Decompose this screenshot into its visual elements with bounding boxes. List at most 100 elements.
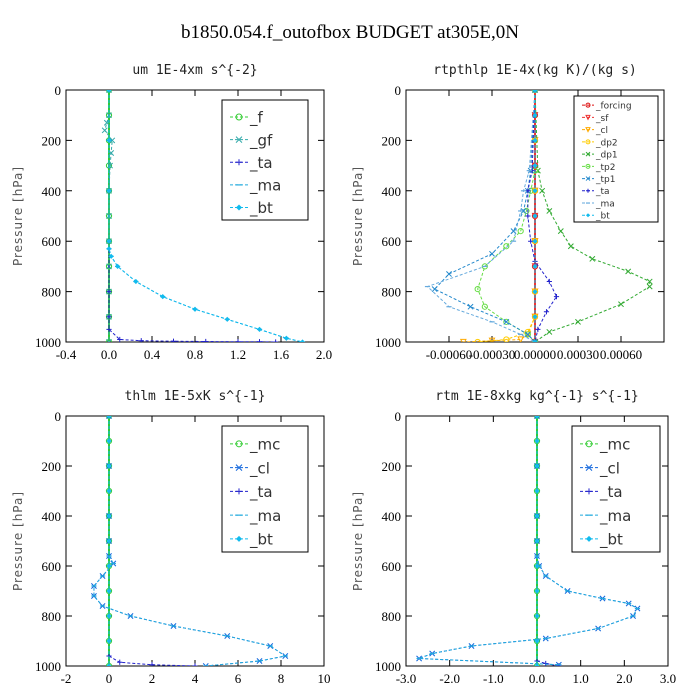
data-point <box>546 328 553 335</box>
legend-marker <box>585 176 591 181</box>
panel-title: um 1E-4xm s^{-2} <box>132 63 257 78</box>
data-point <box>107 162 114 169</box>
series-line <box>534 90 651 342</box>
y-tick-label: 200 <box>42 133 62 148</box>
legend-marker <box>585 114 591 121</box>
data-point <box>109 137 116 144</box>
data-point <box>553 294 560 300</box>
series-layer <box>101 90 306 342</box>
x-tick-label: -1.0 <box>483 671 504 686</box>
legend-marker <box>586 535 592 542</box>
y-tick-label: 0 <box>55 409 62 424</box>
data-point <box>503 243 510 250</box>
y-tick-label: 400 <box>382 184 402 199</box>
y-tick-label: 800 <box>42 285 62 300</box>
data-point <box>534 488 540 494</box>
series-line <box>463 90 536 342</box>
data-point <box>106 339 112 342</box>
data-point <box>106 613 112 619</box>
data-point <box>646 278 653 285</box>
legend-marker <box>585 127 591 133</box>
data-point <box>534 563 540 569</box>
data-point <box>481 303 488 310</box>
legend-entry: _ma <box>249 507 281 526</box>
y-tick-label: 1000 <box>375 335 401 350</box>
x-tick-label: -0.00060 <box>426 347 473 362</box>
series-line <box>108 90 276 342</box>
data-point <box>543 309 550 315</box>
data-point <box>106 638 112 644</box>
data-point <box>160 294 166 300</box>
legend-entry: _bt <box>249 531 273 550</box>
legend-entry: _ma <box>599 507 631 526</box>
x-tick-label: -0.00030 <box>469 347 516 362</box>
y-tick-label: 800 <box>382 285 402 300</box>
data-point <box>489 250 495 257</box>
legend-entry: _bt <box>249 199 273 218</box>
y-tick-label: 0 <box>395 409 402 424</box>
data-point <box>532 112 538 118</box>
data-point <box>567 243 574 250</box>
data-point <box>202 663 209 666</box>
legend-marker <box>586 213 590 218</box>
legend-entry: _ta <box>599 483 623 502</box>
y-tick-label: 200 <box>382 133 402 148</box>
data-point <box>543 660 549 666</box>
data-point <box>534 538 540 544</box>
legend-entry: _mc <box>249 436 280 455</box>
data-point <box>546 278 552 285</box>
data-point <box>532 263 538 269</box>
y-tick-label: 600 <box>42 234 62 249</box>
data-point <box>431 286 438 293</box>
data-point <box>106 246 112 252</box>
data-point <box>106 513 112 519</box>
data-point <box>106 188 112 194</box>
data-point <box>474 285 481 293</box>
data-point <box>532 339 538 342</box>
data-point <box>625 268 632 275</box>
legend-entry: _cl <box>595 126 608 136</box>
data-point <box>474 338 481 342</box>
series-layer <box>424 90 653 342</box>
legend-marker <box>586 488 592 495</box>
data-point <box>106 416 112 419</box>
x-tick-label: 0.4 <box>144 347 161 362</box>
panel-title: thlm 1E-5xK s^{-1} <box>125 389 266 404</box>
data-point <box>133 278 139 285</box>
x-tick-label: 0.0 <box>529 671 545 686</box>
legend-marker <box>236 204 242 211</box>
data-point <box>106 488 112 494</box>
y-tick-label: 0 <box>395 83 402 98</box>
data-point <box>589 255 596 262</box>
data-point <box>459 338 467 342</box>
x-tick-label: 0.00060 <box>600 347 642 362</box>
legend-marker <box>585 440 593 448</box>
y-tick-label: 1000 <box>375 659 401 674</box>
legend-entry: _gf <box>249 131 273 150</box>
x-tick-label: -2 <box>61 671 72 686</box>
data-point <box>534 663 540 666</box>
x-tick-label: 8 <box>278 671 285 686</box>
legend-entry: _mc <box>599 436 630 455</box>
figure-title: b1850.054.f_outofbox BUDGET at305E,0N <box>181 22 519 43</box>
legend-entry: _bt <box>599 531 623 550</box>
data-point <box>532 163 538 169</box>
x-tick-label: 1.0 <box>573 671 589 686</box>
data-point <box>192 663 198 666</box>
chart-panel-1: um 1E-4xm s^{-2} Pressure [hPa] 0 200 400 600… <box>11 63 332 362</box>
legend-entry: _forcing <box>595 102 632 112</box>
legend-marker <box>235 440 243 448</box>
legend-marker <box>235 464 243 471</box>
data-point <box>106 238 112 244</box>
data-point <box>517 228 524 235</box>
data-point <box>467 303 474 310</box>
data-point <box>235 339 241 342</box>
y-tick-label: 600 <box>382 559 402 574</box>
legend-entry: _dp1 <box>595 151 618 161</box>
legend-marker <box>585 464 593 471</box>
legend-entry: _tp2 <box>595 163 615 173</box>
legend-marker <box>585 102 591 108</box>
data-point <box>117 336 123 342</box>
legend-marker <box>236 488 242 495</box>
data-point <box>534 638 540 644</box>
